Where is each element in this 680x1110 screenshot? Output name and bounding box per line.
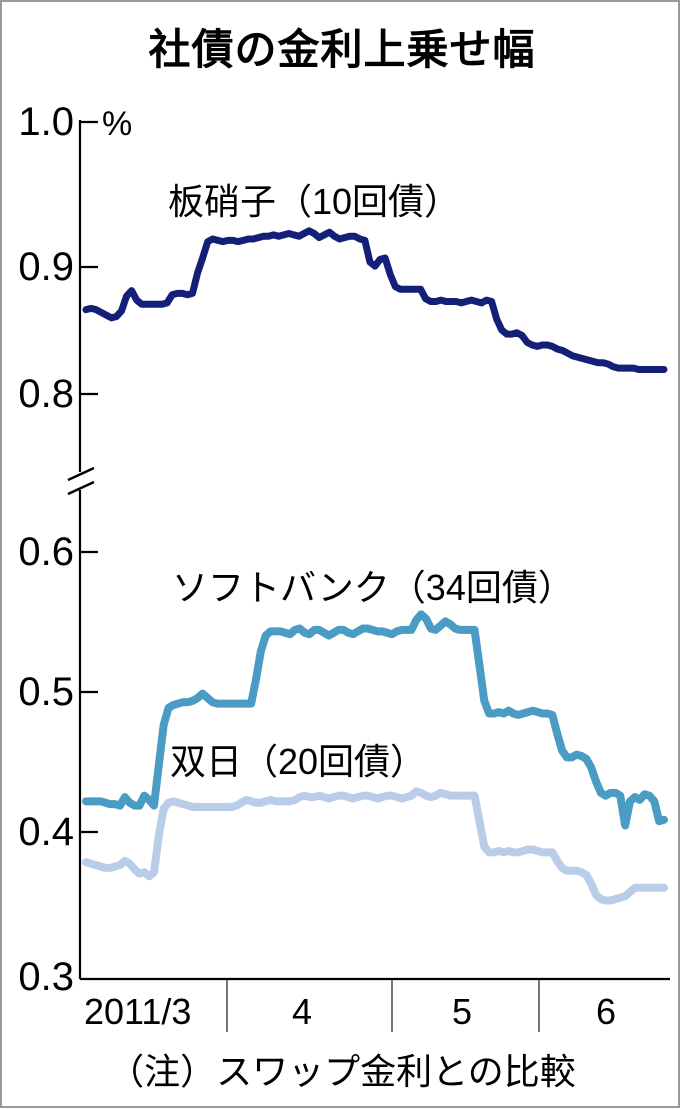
series-label-itagarasu: 板硝子（10回債）	[168, 181, 460, 222]
series-line-softbank	[82, 610, 668, 830]
y-label-0-9: 0.9	[18, 245, 74, 289]
series-line-sojitz	[82, 787, 668, 905]
axis-break-mark-bottom	[67, 480, 95, 496]
y-label-0-6: 0.6	[18, 530, 74, 574]
y-label-0-8: 0.8	[18, 372, 74, 416]
x-label-4: 4	[292, 991, 312, 1032]
y-label-1-0: 1.0	[18, 100, 74, 144]
axis-group	[67, 120, 670, 981]
y-ticks-lower: 0.6 0.5 0.4 0.3	[18, 530, 98, 999]
series-line-itagarasu	[82, 227, 668, 374]
unit-label: %	[102, 105, 132, 143]
x-tick-labels: 2011/3 4 5 6	[84, 991, 616, 1032]
axis-break-mark-top	[67, 466, 95, 482]
y-label-0-5: 0.5	[18, 670, 74, 714]
x-label-2011-3: 2011/3	[84, 991, 191, 1032]
page-title: 社債の金利上乗せ幅	[148, 26, 536, 73]
x-label-5: 5	[452, 991, 472, 1032]
chart-note: （注）スワップ金利との比較	[108, 1051, 576, 1092]
series-label-sojitz: 双日（20回債）	[170, 741, 426, 782]
y-label-0-4: 0.4	[18, 810, 74, 854]
series-label-softbank: ソフトバンク（34回債）	[172, 567, 574, 608]
x-separators	[226, 980, 540, 1032]
series-layer	[82, 227, 668, 905]
y-ticks-upper: 1.0 0.9 0.8	[18, 100, 98, 416]
y-label-0-3: 0.3	[18, 955, 74, 999]
x-label-6: 6	[596, 991, 616, 1032]
